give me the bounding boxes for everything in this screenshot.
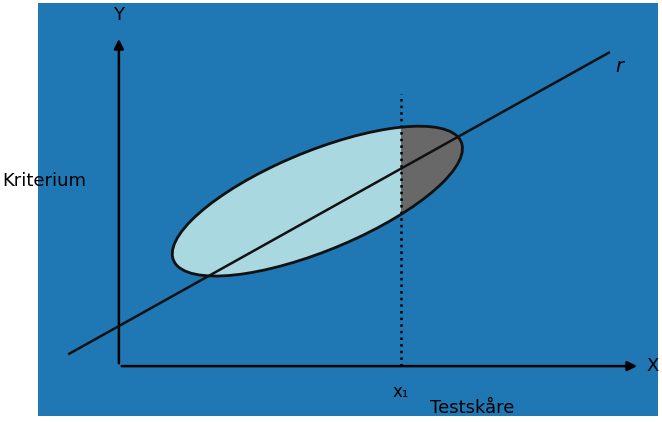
Bar [401,3,659,416]
Ellipse shape [172,126,463,276]
Text: X: X [646,357,659,375]
Ellipse shape [172,126,463,276]
Bar [38,3,401,416]
Text: Testskåre: Testskåre [430,399,514,417]
Text: x₁: x₁ [393,383,409,400]
Text: r: r [615,57,623,76]
Text: Kriterium: Kriterium [3,171,87,189]
Text: Y: Y [113,6,124,24]
